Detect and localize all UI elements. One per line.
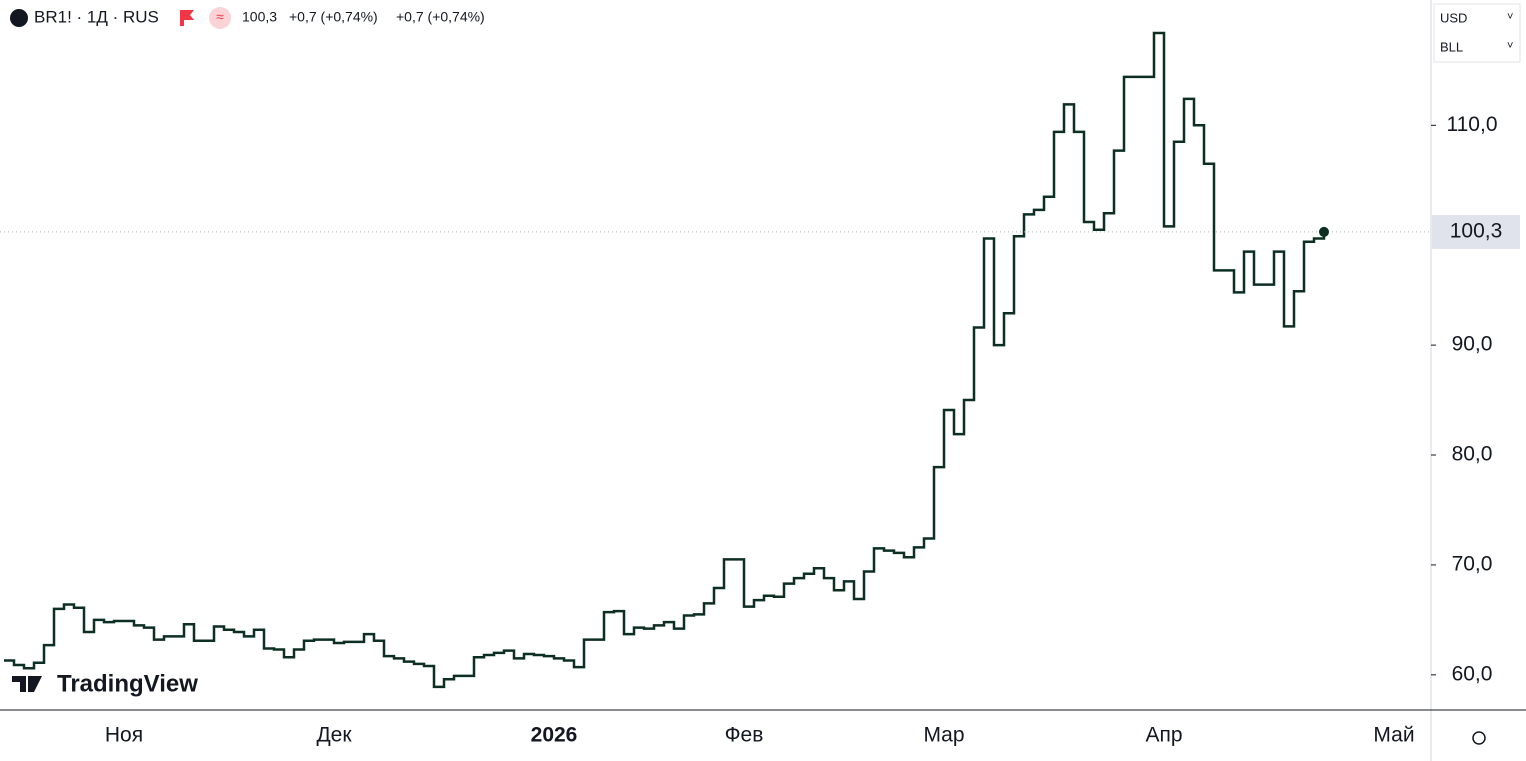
y-tick-label: 80,0 — [1452, 443, 1493, 466]
x-tick-label: Апр — [1145, 724, 1182, 747]
symbol-icon — [10, 9, 28, 27]
last-point — [1319, 226, 1329, 237]
header-change: +0,7 (+0,74%) — [289, 9, 378, 25]
price-line — [4, 31, 1326, 689]
y-tick-label: 90,0 — [1452, 333, 1493, 356]
chevron: ˅ — [1507, 40, 1513, 52]
watermark-text: TradingView — [57, 670, 198, 697]
y-tick-label: 60,0 — [1452, 662, 1493, 685]
flag-icon[interactable] — [180, 10, 194, 26]
chevron: ˅ — [1507, 11, 1513, 23]
price-label-box — [1432, 214, 1520, 249]
x-tick-label: 2026 — [531, 724, 578, 747]
unit-select[interactable]: BLL — [1440, 39, 1463, 54]
y-tick-label: 110,0 — [1447, 113, 1498, 136]
watermark: TradingView — [12, 670, 198, 697]
x-tick-label: Дек — [316, 724, 352, 747]
x-tick-label: Май — [1373, 724, 1414, 747]
settings-icon[interactable] — [1472, 731, 1486, 745]
header-price: 100,3 — [242, 9, 277, 25]
x-tick-label: Ноя — [105, 724, 143, 747]
x-tick-label: Мар — [923, 724, 964, 747]
currency-select[interactable]: USD — [1440, 10, 1467, 25]
selector-box — [1433, 3, 1521, 63]
approx-icon[interactable] — [209, 7, 231, 29]
x-tick-label: Фев — [725, 724, 764, 747]
approx-symbol: ≈ — [216, 9, 224, 25]
price-label: 100,3 — [1450, 219, 1503, 242]
y-tick-label: 70,0 — [1452, 552, 1493, 575]
watermark-logo — [12, 676, 42, 692]
header-change: +0,7 (+0,74%) — [396, 9, 485, 25]
symbol: BR1! · 1Д · RUS — [34, 7, 159, 26]
